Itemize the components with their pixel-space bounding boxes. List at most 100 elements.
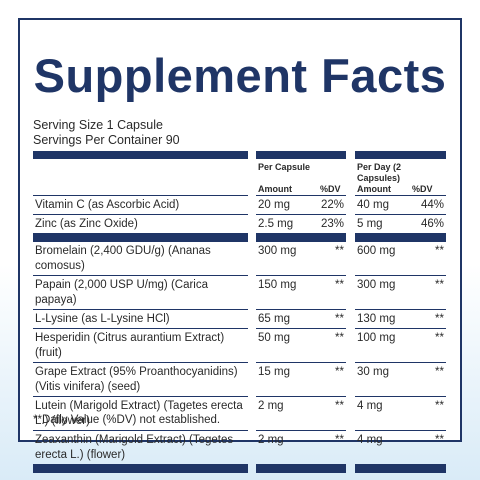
cell: ** <box>318 276 346 310</box>
cell: ** <box>318 242 346 276</box>
cell: ** <box>410 431 446 465</box>
spacer <box>346 151 355 159</box>
cell: Papain (2,000 USP U/mg) (Carica papaya) <box>33 276 248 310</box>
title: Supplement Facts <box>33 49 447 102</box>
spacer <box>248 431 256 465</box>
spacer <box>355 151 446 159</box>
spacer <box>346 234 355 242</box>
spacer <box>346 184 355 196</box>
spacer <box>33 159 248 184</box>
nutrient-row: Papain (2,000 USP U/mg) (Carica papaya) 1… <box>33 276 446 310</box>
cell: 5 mg <box>355 215 410 234</box>
spacer <box>346 276 355 310</box>
cell: 4 mg <box>355 431 410 465</box>
cell: ** <box>410 329 446 363</box>
nutrient-row: Vitamin C (as Ascorbic Acid) 20 mg 22% 40 m… <box>33 196 446 215</box>
spacer <box>248 151 256 159</box>
spacer <box>256 234 346 242</box>
cell: Per Day (2 Capsules) <box>357 162 402 183</box>
spacer <box>33 151 248 159</box>
cell: 22% <box>318 196 346 215</box>
spacer <box>248 329 256 363</box>
cell: ** <box>318 431 346 465</box>
divider-bar <box>33 234 446 242</box>
cell: 2.5 mg <box>256 215 318 234</box>
cell: Hesperidin (Citrus aurantium Extract) (f… <box>33 329 248 363</box>
spacer <box>256 151 346 159</box>
spacer <box>248 234 256 242</box>
cell: 15 mg <box>256 363 318 397</box>
column-group-row: Per Capsule Per Day (2 Capsules) <box>33 159 446 184</box>
cell: ** <box>410 276 446 310</box>
nutrient-row: Hesperidin (Citrus aurantium Extract) (f… <box>33 329 446 363</box>
spacer <box>248 184 256 196</box>
cell: 300 mg <box>355 276 410 310</box>
spacer <box>248 215 256 234</box>
spacer <box>248 196 256 215</box>
spacer <box>346 465 355 473</box>
cell: Zeaxanthin (Marigold Extract) (Tegetes e… <box>33 431 248 465</box>
spacer <box>248 242 256 276</box>
cell: ** <box>318 363 346 397</box>
cell: 2 mg <box>256 431 318 465</box>
cell: ** <box>410 242 446 276</box>
cell: Amount <box>355 184 410 196</box>
spacer <box>33 184 248 196</box>
spacer <box>346 159 355 184</box>
spacer <box>346 310 355 329</box>
cell: ** <box>410 363 446 397</box>
cell: ** <box>410 397 446 431</box>
nutrient-row: Zinc (as Zinc Oxide) 2.5 mg 23% 5 mg 46% <box>33 215 446 234</box>
cell: 100 mg <box>355 329 410 363</box>
divider-bar <box>33 151 446 159</box>
cell: 44% <box>410 196 446 215</box>
cell: L-Lysine (as L-Lysine HCl) <box>33 310 248 329</box>
cell: 300 mg <box>256 242 318 276</box>
spacer <box>346 363 355 397</box>
spacer <box>33 465 248 473</box>
cell: 23% <box>318 215 346 234</box>
cell: 150 mg <box>256 276 318 310</box>
cell: ** <box>318 329 346 363</box>
serving-size: Serving Size 1 Capsule <box>33 118 163 132</box>
spacer <box>248 397 256 431</box>
spacer <box>248 276 256 310</box>
cell: 46% <box>410 215 446 234</box>
cell: %DV <box>410 184 446 196</box>
spacer <box>355 465 446 473</box>
cell: 600 mg <box>355 242 410 276</box>
cell: %DV <box>318 184 346 196</box>
spacer <box>355 234 446 242</box>
nutrient-row: L-Lysine (as L-Lysine HCl) 65 mg ** 130 mg *… <box>33 310 446 329</box>
cell: 40 mg <box>355 196 410 215</box>
spacer <box>346 431 355 465</box>
cell: Bromelain (2,400 GDU/g) (Ananas comosus) <box>33 242 248 276</box>
nutrient-row: Zeaxanthin (Marigold Extract) (Tegetes e… <box>33 431 446 465</box>
nutrient-row: Bromelain (2,400 GDU/g) (Ananas comosus)… <box>33 242 446 276</box>
supplement-facts-panel: Supplement Facts Serving Size 1 Capsule … <box>18 18 462 473</box>
cell: Amount <box>256 184 318 196</box>
cell: Lutein (Marigold Extract) (Tagetes erect… <box>33 397 248 431</box>
cell: Grape Extract (95% Proanthocyanidins) (V… <box>33 363 248 397</box>
spacer <box>33 234 248 242</box>
spacer <box>248 159 256 184</box>
cell: 4 mg <box>355 397 410 431</box>
servings-per-container: Servings Per Container 90 <box>33 133 180 147</box>
cell: Zinc (as Zinc Oxide) <box>33 215 248 234</box>
spacer <box>346 397 355 431</box>
spacer <box>346 215 355 234</box>
cell: 2 mg <box>256 397 318 431</box>
spacer <box>248 465 256 473</box>
facts-table: Per Capsule Per Day (2 Capsules) Amount %DV… <box>33 151 446 473</box>
cell: Vitamin C (as Ascorbic Acid) <box>33 196 248 215</box>
nutrient-row: Lutein (Marigold Extract) (Tagetes erect… <box>33 397 446 431</box>
spacer <box>248 310 256 329</box>
divider-bar <box>33 465 446 473</box>
cell: 20 mg <box>256 196 318 215</box>
cell: 65 mg <box>256 310 318 329</box>
cell: ** <box>318 310 346 329</box>
column-header-row: Amount %DV Amount %DV <box>33 184 446 196</box>
spacer <box>256 465 346 473</box>
spacer <box>346 329 355 363</box>
